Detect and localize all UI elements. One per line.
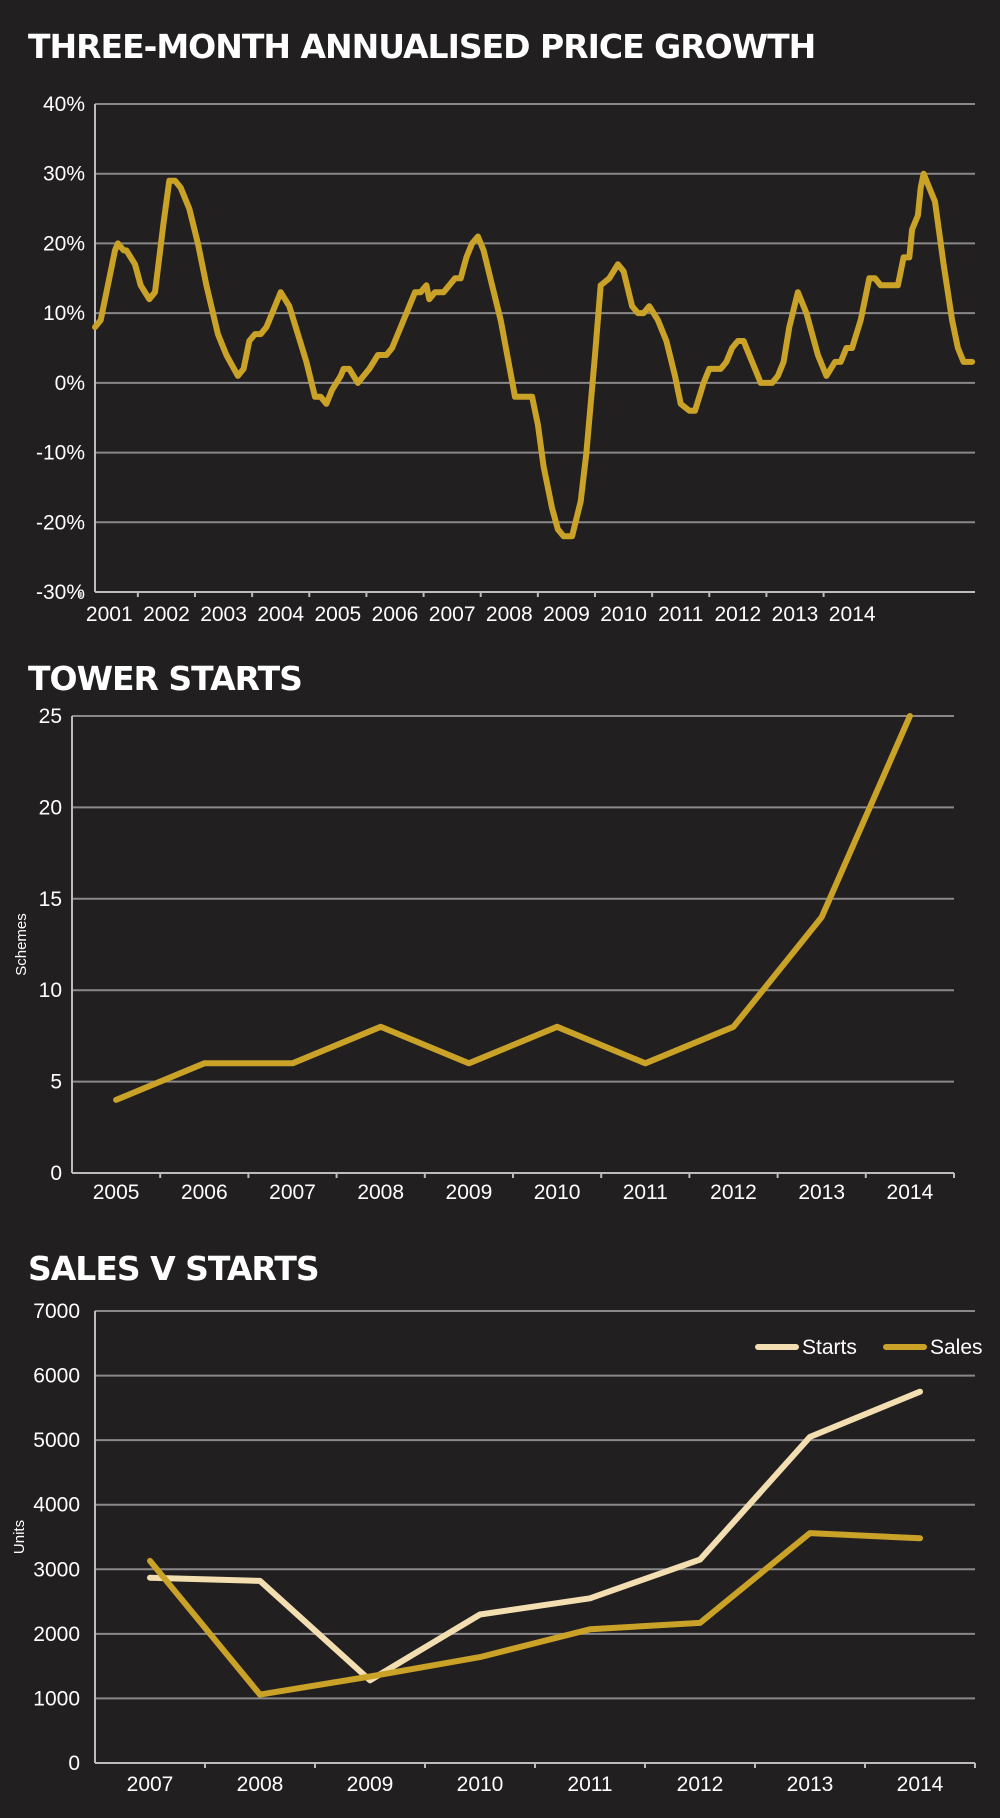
x-tick-label: 2005 (314, 603, 361, 626)
x-tick-label: 2006 (372, 603, 419, 626)
chart-2: TOWER STARTS 25 20 15 10 5 0 Schemes 2005 2006 200… (13, 659, 955, 1204)
chart-title: SALES V STARTS (28, 1249, 319, 1288)
x-tick-label: 2007 (429, 603, 476, 626)
starts-line (147, 1388, 923, 1684)
x-tick-label: 2009 (543, 603, 590, 626)
chart-3: SALES V STARTS 7000 6000 5000 4000 3000 2000 10… (11, 1249, 983, 1796)
y-tick-label: 0 (50, 1162, 62, 1185)
x-tick-label: 2013 (787, 1773, 834, 1796)
x-tick-label: 2014 (897, 1773, 944, 1796)
x-tick-label: 2014 (887, 1181, 934, 1204)
x-tick-label: 2001 (86, 603, 133, 626)
y-axis-title: Units (11, 1520, 28, 1554)
x-tick-label: 2010 (600, 603, 647, 626)
y-tick-label: 30% (43, 163, 85, 186)
x-tick-label: 2011 (567, 1773, 612, 1796)
y-tick-label: 25 (39, 705, 62, 728)
x-tick-label: 2010 (457, 1773, 504, 1796)
legend-label: Sales (930, 1336, 983, 1359)
chart-title: THREE-MONTH ANNUALISED PRICE GROWTH (28, 27, 815, 66)
y-tick-label: 5 (50, 1071, 62, 1094)
y-tick-label: 4000 (33, 1494, 80, 1517)
legend-item-sales: Sales (883, 1336, 983, 1359)
x-tick-label: 2004 (257, 603, 304, 626)
x-tick-label: 2006 (181, 1181, 228, 1204)
x-tick-label: 2012 (710, 1181, 757, 1204)
x-tick-label: 2011 (658, 603, 703, 626)
series-line (113, 713, 913, 1103)
y-tick-label: 10% (43, 302, 85, 325)
x-tick-label: 2009 (446, 1181, 493, 1204)
y-tick-label: 40% (43, 93, 85, 116)
y-tick-label: -20% (36, 511, 85, 534)
y-tick-label: 0 (68, 1752, 80, 1775)
legend-label: Starts (802, 1336, 857, 1359)
x-tick-label: 2008 (237, 1773, 284, 1796)
y-tick-label: 2000 (33, 1623, 80, 1646)
x-tick-label: 2003 (200, 603, 247, 626)
y-tick-label: -30% (36, 581, 85, 604)
x-tick-label: 2013 (772, 603, 819, 626)
x-tick-label: 2011 (623, 1181, 668, 1204)
y-tick-label: 3000 (33, 1558, 80, 1581)
x-tick-label: 2007 (269, 1181, 316, 1204)
x-tick-label: 2005 (93, 1181, 140, 1204)
y-tick-label: 7000 (33, 1300, 80, 1323)
y-tick-label: 20% (43, 232, 85, 255)
y-tick-label: 5000 (33, 1429, 80, 1452)
x-tick-label: 2008 (486, 603, 533, 626)
y-tick-label: 0% (55, 372, 85, 395)
y-tick-label: -10% (36, 442, 85, 465)
x-tick-label: 2012 (677, 1773, 724, 1796)
legend-item-starts: Starts (755, 1336, 857, 1359)
y-tick-label: 1000 (33, 1687, 80, 1710)
y-tick-label: 6000 (33, 1365, 80, 1388)
y-tick-label: 10 (39, 979, 62, 1002)
chart-1: THREE-MONTH ANNUALISED PRICE GROWTH 40% 30… (28, 27, 976, 626)
y-tick-label: 20 (39, 796, 62, 819)
x-tick-label: 2002 (143, 603, 190, 626)
chart-title: TOWER STARTS (28, 659, 302, 698)
y-axis-title: Schemes (13, 913, 30, 976)
x-tick-label: 2009 (347, 1773, 394, 1796)
x-tick-label: 2014 (829, 603, 876, 626)
x-tick-label: 2010 (534, 1181, 581, 1204)
x-tick-label: 2013 (798, 1181, 845, 1204)
sales-line (147, 1530, 923, 1698)
x-tick-label: 2012 (714, 603, 761, 626)
series-line (92, 170, 976, 540)
x-tick-label: 2007 (127, 1773, 174, 1796)
y-tick-label: 15 (39, 888, 62, 911)
x-tick-label: 2008 (357, 1181, 404, 1204)
